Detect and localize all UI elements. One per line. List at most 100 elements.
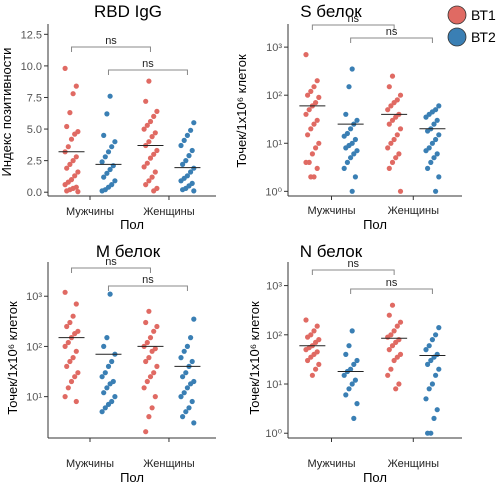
chart-title: N белок <box>300 242 363 261</box>
data-point <box>104 170 110 176</box>
data-point <box>391 100 397 106</box>
data-point <box>396 151 402 157</box>
data-point <box>181 348 187 354</box>
data-point <box>105 363 112 369</box>
significance-label: ns <box>386 277 398 289</box>
data-point <box>394 323 400 329</box>
x-axis-label: Пол <box>363 217 387 232</box>
data-point <box>436 103 442 109</box>
data-point <box>423 347 429 353</box>
data-point <box>188 127 194 133</box>
data-point <box>112 139 118 145</box>
data-point <box>303 347 309 353</box>
data-point <box>311 328 317 334</box>
data-point <box>104 335 110 341</box>
data-point <box>144 378 150 385</box>
data-point <box>343 145 349 151</box>
data-point <box>67 161 73 167</box>
data-point <box>354 148 360 154</box>
data-point <box>388 103 394 109</box>
data-point <box>191 188 197 194</box>
data-point <box>154 147 160 154</box>
data-point <box>102 405 108 411</box>
legend-label: ВТ2 <box>471 29 496 45</box>
y-tick-label: 10⁰ <box>265 186 282 198</box>
x-tick-label: Мужчины <box>307 458 355 470</box>
data-point <box>154 363 160 369</box>
data-point <box>343 392 349 398</box>
y-axis-label: Точек/1x10⁶ клеток <box>247 301 262 415</box>
data-point <box>303 317 309 323</box>
data-point <box>313 145 319 151</box>
y-tick-label: 2.5 <box>27 156 42 168</box>
significance-label: ns <box>142 58 154 70</box>
data-point <box>144 160 150 166</box>
data-point <box>181 137 187 143</box>
data-point <box>146 355 152 361</box>
data-point <box>311 84 317 90</box>
data-point <box>386 312 392 318</box>
data-point <box>183 409 189 415</box>
legend-label: ВТ1 <box>471 7 496 23</box>
y-tick-label: 5.0 <box>27 124 42 136</box>
chart-title: RBD IgG <box>94 2 162 21</box>
data-point <box>423 148 429 154</box>
data-point <box>189 358 195 365</box>
data-point <box>64 363 70 369</box>
data-point <box>68 136 75 142</box>
data-point <box>62 289 68 295</box>
data-point <box>107 381 113 387</box>
data-point <box>429 381 435 387</box>
x-axis-label: Пол <box>120 217 144 232</box>
significance-label: ns <box>105 35 117 47</box>
significance-bracket <box>350 37 433 43</box>
y-tick-label: 10² <box>26 341 42 353</box>
data-point <box>62 394 68 400</box>
data-point <box>385 145 391 151</box>
data-point <box>188 381 194 387</box>
data-point <box>72 331 78 337</box>
x-axis-label: Пол <box>363 470 387 485</box>
data-point <box>305 132 311 138</box>
data-point <box>102 154 108 160</box>
data-point <box>143 319 149 326</box>
data-point <box>70 355 76 361</box>
data-point <box>351 415 357 421</box>
data-point <box>75 370 81 376</box>
data-point <box>349 188 355 194</box>
data-point <box>105 149 112 155</box>
data-point <box>188 169 194 175</box>
chart-title: M белок <box>96 242 161 261</box>
data-point <box>68 378 75 385</box>
y-axis-label: Точек/1x10⁶ клеток <box>5 301 20 415</box>
data-point <box>341 372 347 378</box>
data-point <box>99 188 105 194</box>
data-point <box>62 182 68 188</box>
data-point <box>152 394 158 400</box>
data-point <box>314 117 320 123</box>
data-point <box>394 132 400 138</box>
data-point <box>64 123 70 130</box>
data-point <box>107 291 113 297</box>
data-point <box>434 117 440 123</box>
data-point <box>62 65 68 71</box>
x-tick-label: Мужчины <box>307 205 355 217</box>
data-point <box>154 323 160 330</box>
data-point <box>67 319 73 326</box>
data-point <box>70 91 76 97</box>
data-point <box>143 358 149 365</box>
x-tick-label: Женщины <box>143 206 194 218</box>
data-point <box>147 374 154 380</box>
data-point <box>303 111 309 117</box>
y-axis-label: Индекс позитивности <box>0 48 14 177</box>
y-tick-label: 10³ <box>26 291 42 303</box>
significance-bracket <box>107 69 188 75</box>
data-point <box>141 385 147 391</box>
data-point <box>425 430 431 436</box>
data-point <box>70 313 76 319</box>
data-point <box>423 114 429 120</box>
data-point <box>429 140 435 146</box>
